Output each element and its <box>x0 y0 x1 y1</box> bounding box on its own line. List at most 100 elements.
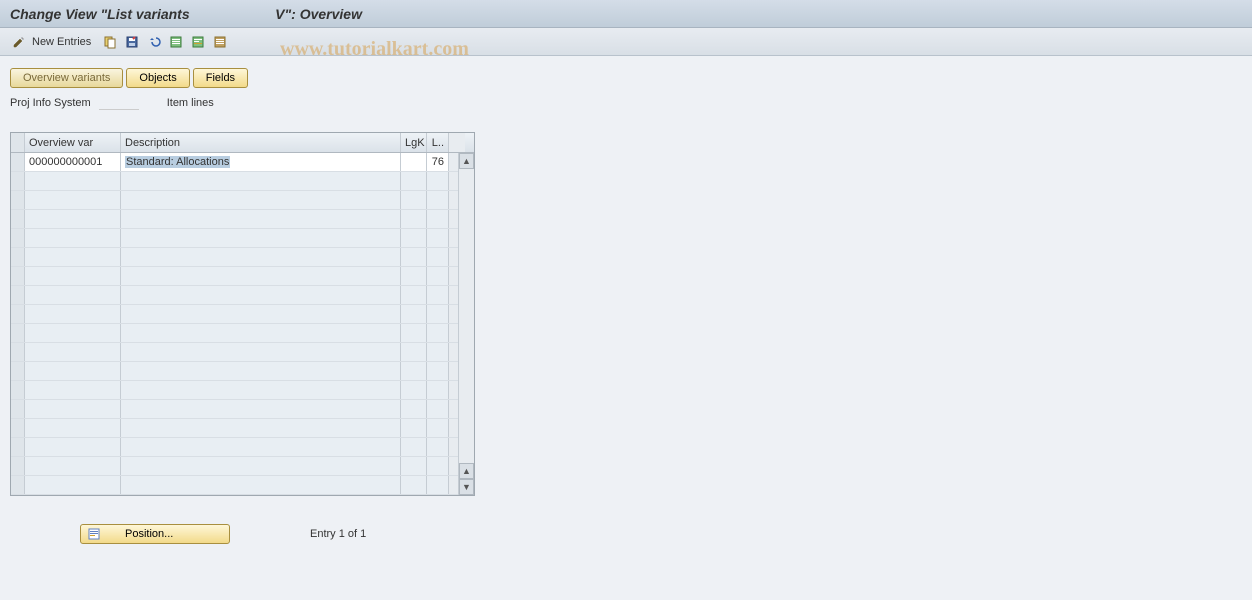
cell-lgk[interactable] <box>401 476 427 494</box>
col-header-lgk[interactable]: LgK <box>401 133 427 152</box>
cell-overview-var[interactable] <box>25 172 121 190</box>
table-row[interactable] <box>11 381 474 400</box>
cell-overview-var[interactable] <box>25 286 121 304</box>
table-row[interactable] <box>11 438 474 457</box>
cell-lgk[interactable] <box>401 305 427 323</box>
cell-description[interactable] <box>121 324 401 342</box>
cell-description[interactable]: Standard: Allocations <box>121 153 401 171</box>
cell-l[interactable] <box>427 400 449 418</box>
table-row[interactable] <box>11 248 474 267</box>
scroll-up2-icon[interactable]: ▲ <box>459 463 474 479</box>
cell-lgk[interactable] <box>401 191 427 209</box>
col-header-description[interactable]: Description <box>121 133 401 152</box>
cell-lgk[interactable] <box>401 381 427 399</box>
cell-l[interactable] <box>427 419 449 437</box>
cell-overview-var[interactable] <box>25 210 121 228</box>
cell-description[interactable] <box>121 457 401 475</box>
cell-overview-var[interactable]: 000000000001 <box>25 153 121 171</box>
col-header-overview-var[interactable]: Overview var <box>25 133 121 152</box>
cell-description[interactable] <box>121 172 401 190</box>
scroll-down-icon[interactable]: ▼ <box>459 479 474 495</box>
cell-lgk[interactable] <box>401 362 427 380</box>
cell-l[interactable] <box>427 172 449 190</box>
table-row[interactable] <box>11 400 474 419</box>
position-button[interactable]: Position... <box>80 524 230 544</box>
cell-l[interactable] <box>427 457 449 475</box>
cell-description[interactable] <box>121 381 401 399</box>
row-selector[interactable] <box>11 210 25 228</box>
cell-description[interactable] <box>121 248 401 266</box>
cell-l[interactable] <box>427 248 449 266</box>
table-row[interactable]: 000000000001Standard: Allocations 76 <box>11 153 474 172</box>
cell-description[interactable] <box>121 286 401 304</box>
row-selector[interactable] <box>11 172 25 190</box>
row-selector[interactable] <box>11 248 25 266</box>
cell-l[interactable] <box>427 210 449 228</box>
tab-objects[interactable]: Objects <box>126 68 189 88</box>
cell-lgk[interactable] <box>401 210 427 228</box>
cell-lgk[interactable] <box>401 324 427 342</box>
cell-description[interactable] <box>121 343 401 361</box>
deselect-all-icon[interactable] <box>211 33 229 51</box>
scroll-up-icon[interactable]: ▲ <box>459 153 474 169</box>
row-selector[interactable] <box>11 343 25 361</box>
col-header-selector[interactable] <box>11 133 25 152</box>
row-selector[interactable] <box>11 229 25 247</box>
save-icon[interactable] <box>123 33 141 51</box>
cell-overview-var[interactable] <box>25 229 121 247</box>
row-selector[interactable] <box>11 267 25 285</box>
cell-overview-var[interactable] <box>25 400 121 418</box>
tab-fields[interactable]: Fields <box>193 68 248 88</box>
cell-l[interactable] <box>427 362 449 380</box>
tab-overview-variants[interactable]: Overview variants <box>10 68 123 88</box>
cell-overview-var[interactable] <box>25 343 121 361</box>
cell-l[interactable] <box>427 476 449 494</box>
row-selector[interactable] <box>11 362 25 380</box>
proj-info-field[interactable] <box>99 96 139 110</box>
cell-description[interactable] <box>121 400 401 418</box>
cell-lgk[interactable] <box>401 438 427 456</box>
cell-lgk[interactable] <box>401 400 427 418</box>
cell-overview-var[interactable] <box>25 305 121 323</box>
row-selector[interactable] <box>11 457 25 475</box>
cell-overview-var[interactable] <box>25 381 121 399</box>
cell-lgk[interactable] <box>401 457 427 475</box>
cell-description[interactable] <box>121 191 401 209</box>
cell-overview-var[interactable] <box>25 362 121 380</box>
cell-description[interactable] <box>121 419 401 437</box>
table-row[interactable] <box>11 305 474 324</box>
cell-l[interactable]: 76 <box>427 153 449 171</box>
cell-l[interactable] <box>427 324 449 342</box>
cell-l[interactable] <box>427 191 449 209</box>
row-selector[interactable] <box>11 153 25 171</box>
table-row[interactable] <box>11 343 474 362</box>
table-row[interactable] <box>11 286 474 305</box>
row-selector[interactable] <box>11 400 25 418</box>
table-row[interactable] <box>11 172 474 191</box>
vertical-scrollbar[interactable]: ▲ ▲ ▼ <box>458 153 474 495</box>
table-row[interactable] <box>11 210 474 229</box>
cell-l[interactable] <box>427 305 449 323</box>
cell-description[interactable] <box>121 210 401 228</box>
cell-description[interactable] <box>121 438 401 456</box>
table-row[interactable] <box>11 476 474 495</box>
col-header-l[interactable]: L.. <box>427 133 449 152</box>
row-selector[interactable] <box>11 476 25 494</box>
table-row[interactable] <box>11 419 474 438</box>
cell-overview-var[interactable] <box>25 267 121 285</box>
table-row[interactable] <box>11 324 474 343</box>
cell-l[interactable] <box>427 438 449 456</box>
table-row[interactable] <box>11 191 474 210</box>
cell-lgk[interactable] <box>401 419 427 437</box>
cell-l[interactable] <box>427 267 449 285</box>
select-all-icon[interactable] <box>167 33 185 51</box>
cell-overview-var[interactable] <box>25 248 121 266</box>
cell-lgk[interactable] <box>401 267 427 285</box>
cell-overview-var[interactable] <box>25 191 121 209</box>
table-row[interactable] <box>11 229 474 248</box>
table-row[interactable] <box>11 362 474 381</box>
cell-l[interactable] <box>427 381 449 399</box>
new-entries-button[interactable]: New Entries <box>32 36 91 48</box>
cell-lgk[interactable] <box>401 172 427 190</box>
cell-l[interactable] <box>427 343 449 361</box>
